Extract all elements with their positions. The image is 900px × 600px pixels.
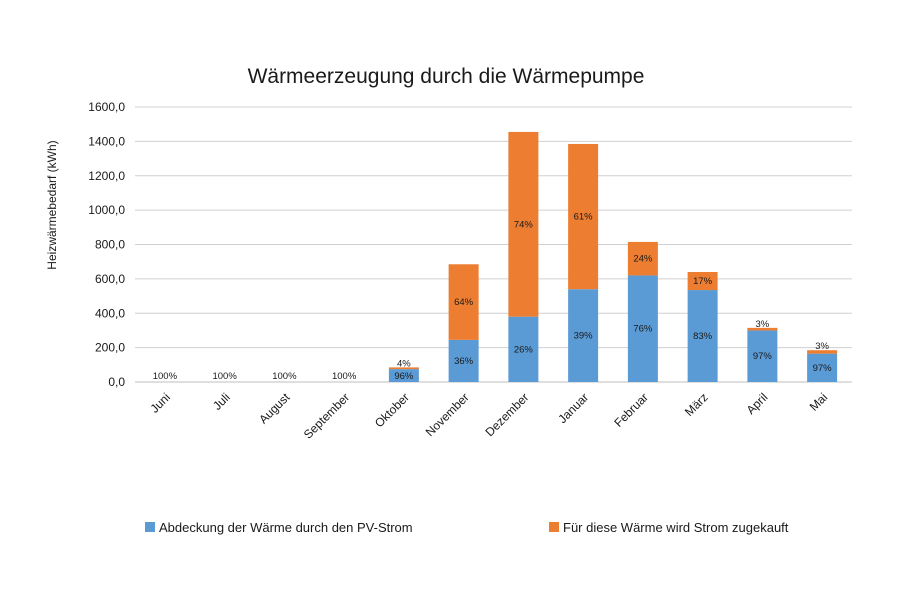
bar-segment <box>508 131 539 317</box>
data-label: 74% <box>514 219 534 230</box>
data-label: 61% <box>574 212 594 223</box>
data-label: 24% <box>633 254 653 265</box>
bar-segment <box>568 143 599 290</box>
x-tick-label: Oktober <box>372 390 412 430</box>
x-tick-label: September <box>301 390 352 441</box>
bar-segment <box>448 264 479 340</box>
x-tick-label: Juni <box>148 390 173 415</box>
data-label: 97% <box>753 351 773 362</box>
x-tick-label: August <box>256 390 293 427</box>
data-label: 4% <box>397 358 411 369</box>
data-label: 83% <box>693 331 713 342</box>
bar-segment <box>388 369 419 382</box>
data-label: 3% <box>756 319 770 330</box>
bar-segment <box>388 367 419 370</box>
bar-segment <box>747 330 778 382</box>
y-tick-label: 1400,0 <box>88 134 125 148</box>
x-tick-label: April <box>744 390 771 417</box>
data-label: 100% <box>272 371 297 382</box>
data-label: 64% <box>454 297 474 308</box>
bar-segment <box>627 275 658 382</box>
data-label: 100% <box>332 371 357 382</box>
bar-segment <box>687 272 718 291</box>
data-label: 97% <box>813 363 833 374</box>
bar-segment <box>807 353 838 382</box>
legend-label: Für diese Wärme wird Strom zugekauft <box>563 520 789 535</box>
y-tick-label: 0,0 <box>108 375 125 389</box>
y-tick-label: 600,0 <box>95 272 125 286</box>
bar-segment <box>448 339 479 382</box>
y-tick-label: 1000,0 <box>88 203 125 217</box>
bar-segment <box>627 241 658 276</box>
legend-swatch <box>549 522 559 532</box>
x-tick-label: Februar <box>611 390 651 430</box>
data-label: 100% <box>212 371 237 382</box>
x-tick-label: März <box>682 390 711 419</box>
x-axis-ticks: Juni Juli August September Oktober November De… <box>148 390 831 442</box>
data-labels: 100% 100% 100% 100% 96% 4% 36% 64% 26% 74% 39% 61% 7… <box>153 212 832 382</box>
y-tick-label: 400,0 <box>95 306 125 320</box>
data-label: 100% <box>153 371 178 382</box>
data-label: 96% <box>394 371 414 382</box>
bars <box>388 131 838 382</box>
y-tick-label: 800,0 <box>95 238 125 252</box>
data-label: 36% <box>454 356 474 367</box>
data-label: 26% <box>514 344 534 355</box>
bar-segment <box>508 316 539 382</box>
bar-segment <box>747 327 778 331</box>
y-tick-label: 1200,0 <box>88 169 125 183</box>
chart-title: Wärmeerzeugung durch die Wärmepumpe <box>248 65 645 88</box>
gridlines <box>135 106 852 383</box>
legend-label: Abdeckung der Wärme durch den PV-Strom <box>159 520 413 535</box>
bar-segment <box>807 350 838 354</box>
x-tick-label: Januar <box>555 390 591 426</box>
x-tick-label: Dezember <box>482 390 531 439</box>
legend: Abdeckung der Wärme durch den PV-Strom Fü… <box>145 520 789 535</box>
y-tick-label: 1600,0 <box>88 100 125 114</box>
data-label: 39% <box>574 331 594 342</box>
bar-segment <box>687 290 718 382</box>
legend-swatch <box>145 522 155 532</box>
data-label: 3% <box>815 341 829 352</box>
x-tick-label: Juli <box>210 390 233 413</box>
bar-segment <box>568 289 599 382</box>
y-axis-ticks: 0,0 200,0 400,0 600,0 800,0 1000,0 1200,0 1400,… <box>88 100 125 389</box>
data-label: 76% <box>633 324 653 335</box>
y-axis-label: Heizwärmebedarf (kWh) <box>45 140 59 269</box>
y-tick-label: 200,0 <box>95 341 125 355</box>
x-tick-label: November <box>423 390 472 439</box>
data-label: 17% <box>693 276 713 287</box>
x-tick-label: Mai <box>807 390 831 414</box>
